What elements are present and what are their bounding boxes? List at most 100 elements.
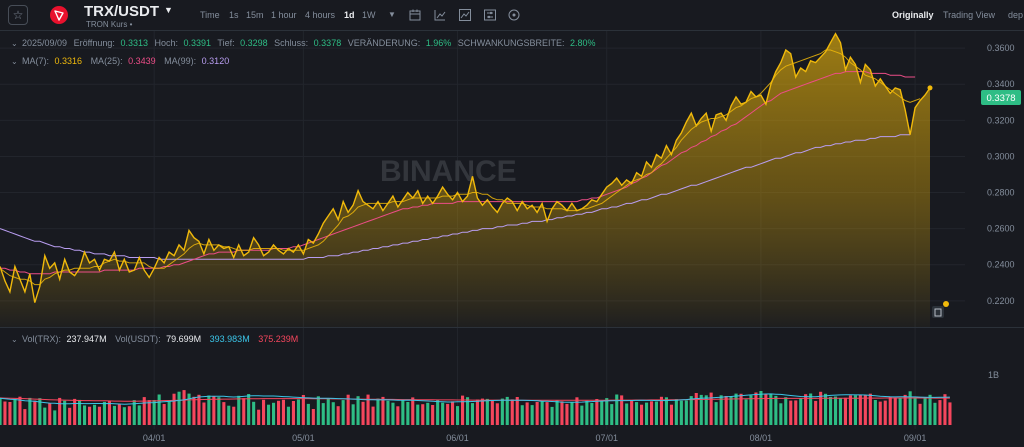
tf-1w[interactable]: 1W (362, 10, 376, 20)
volume-bar (605, 398, 609, 425)
volume-bar (779, 403, 783, 425)
price-area (0, 33, 930, 327)
change-value: 1.96% (426, 38, 452, 48)
volume-bar (281, 399, 285, 425)
pair-title[interactable]: TRX/USDT (84, 3, 159, 20)
volume-bar (187, 393, 191, 425)
more-timeframes-icon[interactable]: ▼ (388, 10, 396, 19)
volume-bar (814, 400, 818, 425)
last-price-dot (927, 85, 933, 91)
tf-1hour[interactable]: 1 hour (271, 10, 297, 20)
volume-bar (197, 394, 201, 425)
price-line (0, 32, 931, 303)
drawing-icon[interactable] (458, 8, 472, 22)
dot-icon: • (129, 20, 133, 29)
volume-bar (33, 400, 37, 425)
volume-bar (142, 397, 146, 425)
vol-usdt-label: Vol(USDT): (115, 334, 161, 344)
indicator-icon[interactable] (433, 8, 447, 22)
volume-bar (610, 404, 614, 425)
volume-bar (451, 401, 455, 425)
volume-bar (898, 398, 902, 425)
volume-bar (570, 402, 574, 425)
volume-bar (635, 402, 639, 425)
volume-bar (799, 398, 803, 425)
volume-bar (162, 404, 166, 425)
volume-bar (326, 398, 330, 425)
target-icon[interactable] (507, 8, 521, 22)
volume-bar (873, 400, 877, 425)
volume-bar (237, 395, 241, 425)
volume-bar (858, 395, 862, 425)
close-label: Schluss: (274, 38, 308, 48)
volume-bar (38, 398, 42, 425)
volume-bar (863, 395, 867, 425)
volume-bar (620, 395, 624, 425)
volume-bar (510, 399, 514, 425)
volume-bar (535, 402, 539, 425)
calendar-icon[interactable] (408, 8, 422, 22)
volume-bar (356, 396, 360, 425)
volume-bar (461, 395, 465, 425)
ma7-line (0, 49, 921, 286)
amp-value: 2.80% (570, 38, 596, 48)
volume-bar (376, 398, 380, 425)
pair-subtitle[interactable]: TRON Kurs • (86, 20, 132, 29)
volume-bar (431, 405, 435, 425)
volume-bar (222, 402, 226, 425)
volume-bar (446, 403, 450, 425)
volume-bar (58, 397, 62, 425)
settings-icon[interactable] (483, 8, 497, 22)
volume-bar (227, 405, 231, 425)
collapse-icon: ⌄ (11, 57, 18, 66)
volume-bar (78, 399, 82, 425)
volume-bar (913, 397, 917, 425)
volume-bar (674, 399, 678, 425)
volume-bar (421, 404, 425, 425)
volume-bar (525, 402, 529, 425)
vol-ma1-value: 393.983M (210, 334, 250, 344)
volume-bar (296, 399, 300, 425)
volume-bar (734, 393, 738, 425)
volume-bar (495, 403, 499, 425)
tf-4hours[interactable]: 4 hours (305, 10, 336, 20)
tf-time[interactable]: Time (200, 10, 220, 20)
volume-bar (928, 394, 932, 425)
volume-bar (371, 406, 375, 425)
volume-bar (595, 399, 599, 425)
volume-bar (555, 400, 559, 425)
tf-1s[interactable]: 1s (229, 10, 239, 20)
toolbar-divider (0, 30, 1024, 31)
volume-bar (381, 396, 385, 425)
volume-bar (456, 406, 460, 425)
view-originally[interactable]: Originally (892, 10, 934, 20)
volume-bar (102, 401, 106, 425)
high-label: Hoch: (155, 38, 179, 48)
volume-bar (247, 394, 251, 425)
tf-15m[interactable]: 15m (246, 10, 264, 20)
view-depth[interactable]: dep (1008, 10, 1024, 20)
volume-bar (386, 400, 390, 425)
volume-bar (242, 398, 246, 425)
price-axis: 0.3600 0.3400 0.3200 0.3000 0.2800 0.2600 0.24… (987, 43, 1015, 306)
volume-bar (306, 403, 310, 425)
volume-bar (53, 410, 57, 425)
price-chart[interactable]: BINANCE 0.36000.34000.32000.30000.28000.… (0, 31, 1024, 447)
favorite-button[interactable]: ☆ (8, 5, 28, 25)
vol-usdt-value: 79.699M (166, 334, 201, 344)
alert-button[interactable] (932, 301, 949, 318)
volume-bar (868, 393, 872, 425)
pair-dropdown-icon[interactable]: ▼ (164, 5, 173, 15)
watermark: BINANCE (380, 155, 517, 188)
volume-bar (48, 403, 52, 425)
y-tick-label: 0.3000 (987, 151, 1015, 161)
volume-bar (0, 398, 2, 425)
volume-bar (824, 393, 828, 425)
last-price-text: 0.3378 (986, 93, 1015, 104)
vol-ma-red-line (0, 397, 950, 402)
tf-1d[interactable]: 1d (344, 10, 355, 20)
volume-bar (182, 390, 186, 425)
volume-bar (267, 404, 271, 425)
view-trading-view[interactable]: Trading View (943, 10, 996, 20)
volume-bar (853, 395, 857, 425)
